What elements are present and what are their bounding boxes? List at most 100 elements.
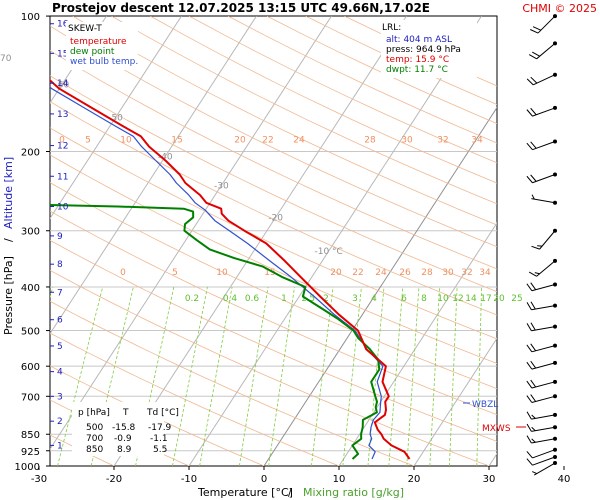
- dry-adiabat-label: 20: [234, 136, 246, 146]
- dry-adiabat-label: 0: [120, 268, 126, 278]
- mxws-label: MXWS: [482, 424, 511, 434]
- altitude-tick-label: 7: [57, 288, 63, 298]
- altitude-tick-label: 12: [57, 142, 68, 152]
- wind-barb: [526, 72, 557, 86]
- mixing-ratio-label: 20: [493, 294, 505, 304]
- altitude-tick-label: 13: [57, 110, 68, 120]
- isotherm-label: -40: [158, 152, 173, 162]
- wind-barb: [528, 41, 557, 60]
- altitude-tick-label: 16: [57, 20, 69, 30]
- isotherm--50: [50, 16, 182, 220]
- pressure-tick-label: 400: [21, 283, 40, 294]
- isotherm--10: [188, 16, 482, 466]
- pressure-tick-label: 600: [21, 362, 40, 373]
- chart-title: Prostejov descent 12.07.2025 13:15 UTC 4…: [52, 1, 430, 15]
- altitude-tick-label: 10: [57, 203, 69, 213]
- dry-adiabat-label: 15: [264, 268, 275, 278]
- plot-frame: [49, 15, 498, 467]
- dry-adiabat: [50, 210, 497, 416]
- legend-title: SKEW-T: [68, 24, 102, 34]
- dry-adiabat-label: 34: [471, 136, 483, 146]
- wind-barb: [526, 379, 557, 389]
- dry-adiabat-label: 5: [85, 136, 91, 146]
- y-axis-label-secondary: Altitude [km]: [2, 157, 15, 229]
- table-row-2-p: 850: [86, 445, 103, 455]
- wind-barb: [526, 105, 557, 117]
- level-table: p [hPa] T Td [°C] 500 -15.8 -17.9 700 -0…: [72, 402, 179, 456]
- legend-dew-point: dew point: [70, 47, 115, 57]
- wind-barb: [526, 394, 557, 404]
- lrl-dwpt: dwpt: 11.7 °C: [386, 65, 448, 75]
- isotherm--30: [50, 16, 332, 450]
- dry-adiabat: [111, 16, 497, 205]
- dry-adiabat-label: 34: [479, 268, 491, 278]
- dry-adiabat-label: 32: [461, 268, 472, 278]
- mxws-marker: MXWS: [482, 424, 526, 434]
- mixing-ratio-label: 8: [421, 294, 427, 304]
- dry-adiabat-label: 30: [401, 136, 413, 146]
- mixing-ratio-label: 17: [480, 294, 491, 304]
- dry-adiabat-label: 32: [437, 136, 448, 146]
- wind-barb: [526, 360, 557, 370]
- x-axis-label-separator: /: [288, 486, 292, 499]
- altitude-tick-label: 9: [57, 232, 63, 242]
- mixing-ratio-label: 25: [511, 294, 522, 304]
- dry-adiabat: [50, 50, 497, 270]
- table-row-2-td: 5.5: [153, 445, 167, 455]
- dry-adiabat-label: 24: [293, 136, 305, 146]
- legend-wet-bulb: wet bulb temp.: [70, 57, 138, 67]
- pressure-tick-label: 850: [21, 430, 40, 441]
- pressure-tick-label: 300: [21, 227, 40, 238]
- dew-point-line: [50, 203, 381, 460]
- x-tick-label: 40: [558, 474, 571, 485]
- lrl-title: LRL:: [382, 23, 401, 33]
- mixing-ratio-label: 3: [352, 294, 358, 304]
- legend-temperature: temperature: [70, 37, 127, 47]
- y-axis-label-separator: /: [2, 238, 15, 242]
- isotherm-20: [413, 337, 497, 466]
- isotherm-label: -50: [108, 113, 123, 123]
- mixing-ratio-line: [268, 286, 295, 466]
- wind-barb: [526, 301, 557, 311]
- dry-adiabat-label: 30: [442, 268, 454, 278]
- mixing-ratio-label: 1: [281, 294, 287, 304]
- isotherm-label: -70: [0, 54, 12, 64]
- altitude-tick-label: 3: [57, 392, 63, 402]
- x-tick-label: 0: [261, 474, 267, 485]
- mixing-ratio-label: 0.6: [245, 294, 260, 304]
- dry-adiabat: [50, 269, 490, 466]
- y-axis-label: Pressure [hPa]: [2, 256, 15, 335]
- isotherm-10: [338, 222, 497, 466]
- dry-adiabat-label: 5: [172, 268, 178, 278]
- dry-adiabat-label: 28: [364, 136, 376, 146]
- x-tick-label: -20: [106, 474, 122, 485]
- wind-barb: [526, 455, 557, 466]
- isotherm--40: [50, 16, 257, 335]
- altitude-tick-label: 4: [57, 368, 63, 378]
- x-axis-title: Temperature [°C] / Mixing ratio [g/kg]: [197, 486, 404, 499]
- dry-adiabat: [50, 365, 265, 466]
- copyright: CHMI © 2025: [522, 2, 597, 15]
- dry-adiabat: [50, 25, 497, 248]
- pressure-tick-label: 200: [21, 148, 40, 159]
- wbzl-label: WBZL: [472, 400, 498, 410]
- lrl-alt: alt: 404 m ASL: [386, 35, 452, 45]
- wind-barb: [526, 423, 557, 432]
- altitude-tick-label: 6: [57, 316, 63, 326]
- table-row-0-t: -15.8: [112, 423, 136, 433]
- mixing-ratio-line: [57, 286, 104, 466]
- table-row-1-p: 700: [86, 434, 103, 444]
- dry-adiabat-label: 0: [59, 136, 65, 146]
- dry-adiabat: [50, 332, 340, 466]
- dry-adiabat-label: 26: [399, 268, 411, 278]
- pressure-tick-label: 1000: [15, 462, 40, 473]
- dry-adiabat: [50, 182, 497, 390]
- wet-bulb-line: [50, 86, 384, 460]
- mixing-ratio-line: [172, 286, 208, 466]
- mixing-ratio-label: 14: [465, 294, 477, 304]
- dry-adiabat: [50, 154, 497, 364]
- isotherm-label: -30: [214, 182, 229, 192]
- mixing-ratio-label: 6: [401, 294, 407, 304]
- altitude-tick-label: 1: [57, 441, 63, 451]
- wind-barb: [532, 461, 557, 476]
